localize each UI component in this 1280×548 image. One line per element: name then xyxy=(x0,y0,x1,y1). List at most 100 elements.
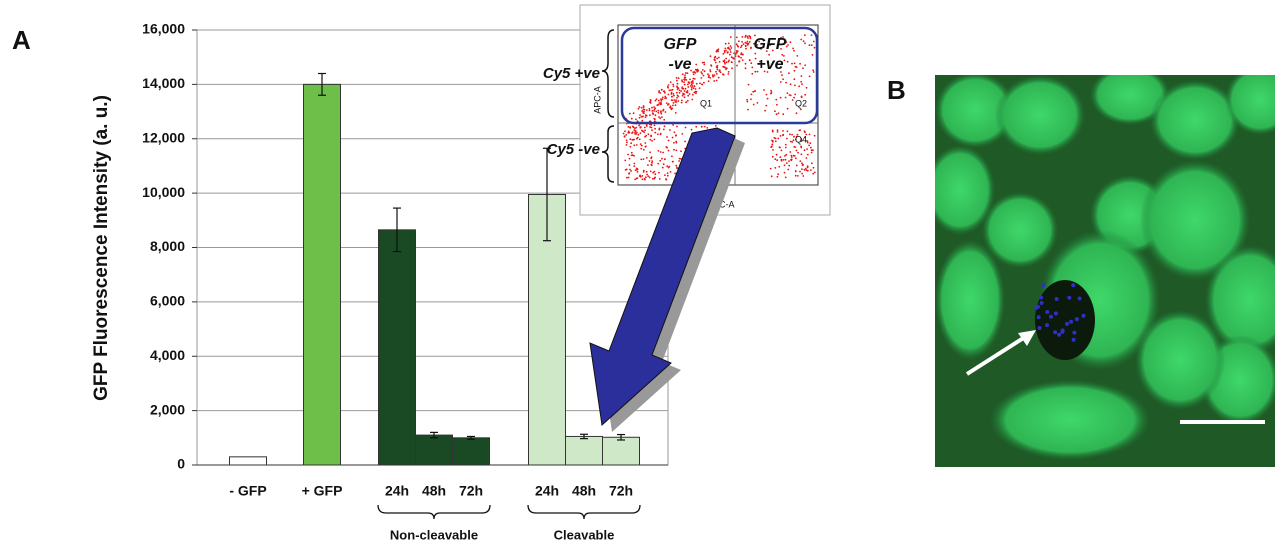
dot xyxy=(742,59,744,61)
particle xyxy=(1078,297,1082,301)
dot xyxy=(626,177,628,179)
dot xyxy=(811,44,813,46)
dot xyxy=(667,172,669,174)
dot xyxy=(782,130,784,132)
dot xyxy=(668,84,670,86)
dot xyxy=(639,114,641,116)
particle xyxy=(1045,310,1049,314)
dot xyxy=(644,142,646,144)
dot xyxy=(772,130,774,132)
particle xyxy=(1082,314,1086,318)
dot xyxy=(771,145,773,147)
population-label: Cy5 -ve xyxy=(547,141,600,158)
dot xyxy=(723,66,725,68)
dot xyxy=(642,178,644,180)
dot xyxy=(787,44,789,46)
dot xyxy=(658,172,660,174)
dot xyxy=(688,81,690,83)
y-tick-label: 14,000 xyxy=(142,75,185,91)
dot xyxy=(643,158,645,160)
dot xyxy=(804,42,806,44)
dot xyxy=(714,74,716,76)
dot xyxy=(729,54,731,56)
dot xyxy=(784,172,786,174)
dot xyxy=(804,64,806,66)
dot xyxy=(647,175,649,177)
dot xyxy=(692,71,694,73)
dot xyxy=(669,129,671,131)
dot xyxy=(647,164,649,166)
dot xyxy=(658,100,660,102)
dot xyxy=(667,175,669,177)
dot xyxy=(706,127,708,129)
dot xyxy=(651,162,653,164)
dot xyxy=(641,116,643,118)
dot xyxy=(786,138,788,140)
dot xyxy=(659,178,661,180)
dot xyxy=(675,112,677,114)
dot xyxy=(745,35,747,37)
dot xyxy=(660,100,662,102)
dot xyxy=(649,151,651,153)
bar xyxy=(566,436,603,465)
dot xyxy=(633,129,635,131)
dot xyxy=(684,90,686,92)
dot xyxy=(683,81,685,83)
dot xyxy=(633,126,635,128)
bar xyxy=(453,438,490,465)
dot xyxy=(771,92,773,94)
dot xyxy=(794,94,796,96)
dot xyxy=(782,134,784,136)
dot xyxy=(726,61,728,63)
dot xyxy=(684,84,686,86)
dot xyxy=(728,43,730,45)
dot xyxy=(692,80,694,82)
dot xyxy=(710,55,712,57)
dot xyxy=(724,50,726,52)
dot xyxy=(715,125,717,127)
dot xyxy=(750,62,752,64)
dot xyxy=(701,73,703,75)
dot xyxy=(807,165,809,167)
dot xyxy=(672,105,674,107)
dot xyxy=(681,100,683,102)
dot xyxy=(770,168,772,170)
dot xyxy=(643,149,645,151)
dot xyxy=(636,144,638,146)
dot xyxy=(704,126,706,128)
dot xyxy=(624,135,626,137)
dot xyxy=(677,100,679,102)
particle xyxy=(1049,315,1053,319)
dot xyxy=(772,156,774,158)
dot xyxy=(658,91,660,93)
dot xyxy=(804,34,806,36)
dot xyxy=(718,77,720,79)
dot xyxy=(814,47,816,49)
dot xyxy=(677,95,679,97)
dot xyxy=(695,88,697,90)
dot xyxy=(633,163,635,165)
dot xyxy=(663,163,665,165)
dot xyxy=(785,144,787,146)
dot xyxy=(798,85,800,87)
dot xyxy=(689,93,691,95)
group-brace xyxy=(378,505,490,519)
micrograph xyxy=(925,65,1280,467)
dot xyxy=(727,51,729,53)
dot xyxy=(624,160,626,162)
dot xyxy=(750,47,752,49)
dot xyxy=(676,101,678,103)
dot xyxy=(727,73,729,75)
dot xyxy=(691,83,693,85)
dot xyxy=(652,172,654,174)
y-tick-label: 8,000 xyxy=(150,238,185,254)
dot xyxy=(665,111,667,113)
dot xyxy=(740,46,742,48)
dot xyxy=(686,91,688,93)
dot xyxy=(637,137,639,139)
dot xyxy=(709,69,711,71)
dot xyxy=(676,167,678,169)
dot xyxy=(809,76,811,78)
particle xyxy=(1071,283,1075,287)
dot xyxy=(800,39,802,41)
